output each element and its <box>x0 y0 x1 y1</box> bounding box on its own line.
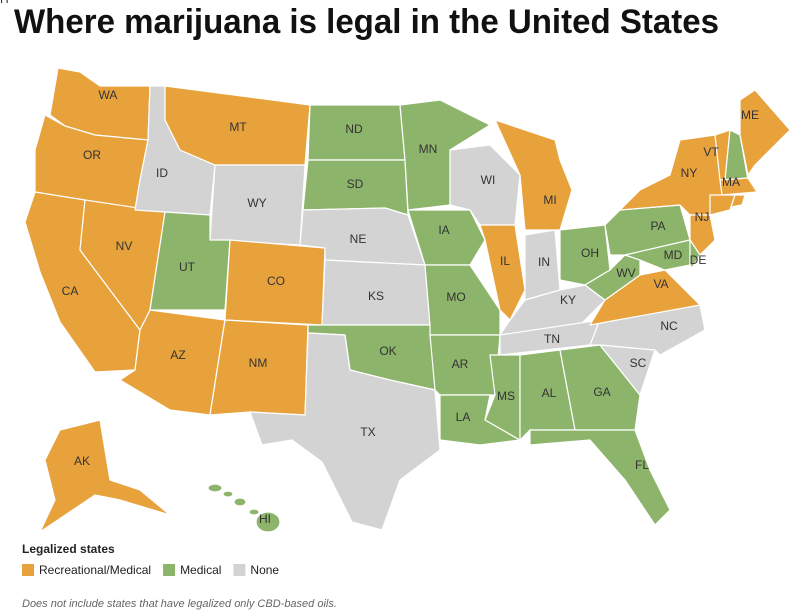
state-label: NY <box>681 166 698 180</box>
state <box>709 194 736 216</box>
state-label: NC <box>660 319 678 333</box>
legend-label: Recreational/Medical <box>39 563 151 577</box>
state-label: IL <box>500 254 510 268</box>
state-label: CO <box>267 274 285 288</box>
state-label: WY <box>247 196 266 210</box>
state <box>689 214 716 256</box>
state-label: KY <box>560 293 576 307</box>
legend-label: Medical <box>180 563 221 577</box>
state-label: NV <box>116 239 133 253</box>
state-label: IN <box>538 255 550 269</box>
state-label: AL <box>542 386 557 400</box>
state-label: NE <box>350 232 367 246</box>
state-label: MA <box>722 175 740 189</box>
title: Where marijuana is legal in the United S… <box>14 3 719 41</box>
state-label: NH <box>0 0 9 6</box>
state-label: VT <box>703 145 719 159</box>
state <box>719 177 758 196</box>
legend: Recreational/Medical Medical None <box>22 563 279 577</box>
state-label: SD <box>347 177 364 191</box>
state-label: MN <box>419 142 438 156</box>
state-label: DE <box>690 253 707 267</box>
state <box>559 344 641 431</box>
state-label: OH <box>581 246 599 260</box>
state-label: MS <box>497 389 515 403</box>
state-label: ID <box>156 166 168 180</box>
state-label: FL <box>635 458 649 472</box>
state-label: WI <box>481 173 496 187</box>
state-label: MT <box>229 120 247 134</box>
state <box>484 354 521 441</box>
state-label: IA <box>438 223 449 237</box>
state <box>624 239 691 271</box>
state-label: AZ <box>170 348 185 362</box>
legend-swatch <box>22 564 34 576</box>
state-label: VA <box>653 277 668 291</box>
state <box>222 490 234 498</box>
legend-title: Legalized states <box>22 542 115 556</box>
state-label: UT <box>179 260 196 274</box>
state <box>207 483 223 493</box>
legend-swatch <box>233 564 246 576</box>
state <box>233 497 247 507</box>
state <box>589 269 701 326</box>
state <box>529 429 671 526</box>
state-label: TN <box>544 332 560 346</box>
state <box>248 508 260 516</box>
footnote: Does not include states that have legali… <box>22 598 337 610</box>
state <box>689 239 701 269</box>
state-label: GA <box>593 385 610 399</box>
state-label: WV <box>616 266 635 280</box>
state <box>730 194 746 208</box>
state-label: ME <box>741 108 759 122</box>
state-label: NJ <box>695 210 710 224</box>
legend-swatch <box>163 564 176 576</box>
state <box>407 209 486 266</box>
us-map: WA OR CA NV ID MT WY UT CO AZ NM ND SD NE KS OK TX MN IA MO… <box>0 0 791 533</box>
state <box>739 89 791 176</box>
state <box>39 419 171 533</box>
state-label: OR <box>83 148 101 162</box>
state-label: KS <box>368 289 384 303</box>
state <box>494 119 573 231</box>
state-label: OK <box>379 344 396 358</box>
state-label: SC <box>630 356 647 370</box>
state-label: CA <box>62 284 79 298</box>
state-label: MI <box>543 193 556 207</box>
state-label: AK <box>74 454 90 468</box>
state <box>249 332 441 531</box>
state-label: TX <box>360 425 375 439</box>
state-label: LA <box>456 410 471 424</box>
state-label: MD <box>664 248 683 262</box>
state-label: WA <box>99 88 118 102</box>
state-label: NM <box>249 356 268 370</box>
legend-label: None <box>250 563 279 577</box>
state-label: MO <box>446 290 465 304</box>
state-label: AR <box>452 357 469 371</box>
state-label: ND <box>345 122 363 136</box>
state <box>255 511 281 533</box>
state-label: HI <box>259 512 271 526</box>
state-label: PA <box>650 219 665 233</box>
